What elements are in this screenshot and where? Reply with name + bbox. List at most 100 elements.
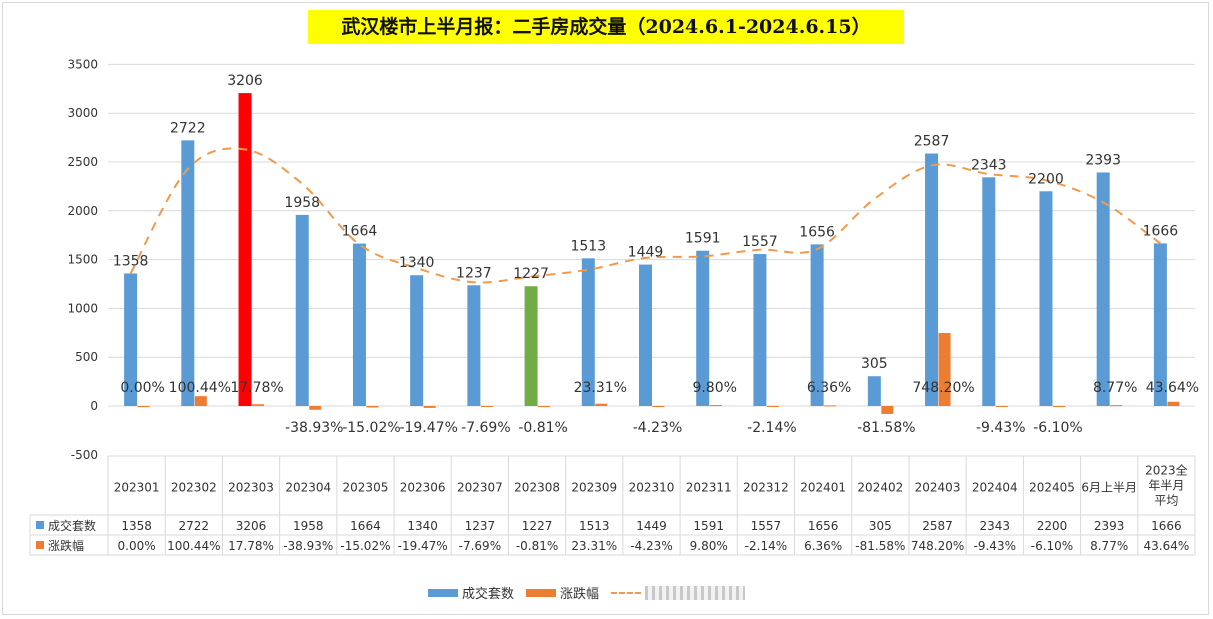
volume-bar: [410, 275, 424, 406]
legend-item-volume: 成交套数: [428, 583, 514, 602]
table-cell-volume: 2393: [1094, 519, 1125, 533]
category-label: 202303: [228, 481, 274, 495]
volume-value-label: 1591: [685, 231, 721, 247]
volume-value-label: 1449: [628, 245, 664, 261]
table-cell-volume: 1513: [579, 519, 610, 533]
volume-value-label: 2393: [1085, 152, 1121, 168]
legend-item-trend: [611, 585, 746, 600]
change-bar: [252, 404, 265, 406]
category-label: 202403: [915, 481, 961, 495]
volume-bar: [238, 93, 252, 407]
volume-value-label: 1227: [513, 266, 549, 282]
legend-swatch-volume: [428, 588, 458, 597]
table-cell-volume: 1449: [636, 519, 667, 533]
table-cell-change: 23.31%: [571, 539, 617, 553]
change-value-label: 748.20%: [912, 380, 974, 396]
volume-bar: [867, 376, 881, 406]
table-cell-change: -2.14%: [745, 539, 787, 553]
category-label: 2023全: [1145, 463, 1188, 478]
legend: 成交套数 涨跌幅: [428, 583, 751, 602]
table-cell-change: 0.00%: [118, 539, 156, 553]
table-cell-volume: 305: [869, 519, 892, 533]
y-tick-label: 500: [75, 350, 98, 364]
table-cell-volume: 1666: [1151, 519, 1182, 533]
volume-bar: [352, 243, 366, 406]
legend-blurred-label: [645, 585, 746, 600]
table-cell-volume: 2587: [922, 519, 953, 533]
y-tick-label: 0: [90, 399, 98, 413]
category-label: 202308: [514, 481, 560, 495]
y-tick-label: 3500: [67, 57, 98, 71]
volume-bar: [810, 244, 824, 406]
category-label: 202401: [800, 481, 846, 495]
row-key-volume: [36, 521, 44, 529]
change-bar: [824, 405, 837, 407]
table-cell-volume: 1340: [407, 519, 438, 533]
volume-value-label: 305: [861, 356, 888, 372]
chart-title: 武汉楼市上半月报：二手房成交量（2024.6.1-2024.6.15）: [308, 10, 904, 44]
volume-bar: [639, 264, 652, 406]
change-value-label: -38.93%: [285, 420, 343, 436]
table-cell-change: 100.44%: [167, 539, 220, 553]
change-bar: [194, 396, 207, 406]
table-cell-volume: 1958: [293, 519, 324, 533]
table-cell-change: 9.80%: [690, 539, 728, 553]
category-label: 202302: [171, 481, 217, 495]
table-cell-volume: 1557: [751, 519, 782, 533]
category-label: 202301: [114, 481, 160, 495]
table-cell-change: 43.64%: [1144, 539, 1190, 553]
volume-bar: [581, 258, 595, 406]
volume-bar: [467, 285, 481, 406]
volume-bar: [524, 286, 538, 406]
change-bar: [595, 403, 608, 406]
row-label-volume: 成交套数: [48, 518, 96, 533]
volume-value-label: 1340: [399, 255, 435, 271]
table-cell-change: -0.81%: [516, 539, 558, 553]
y-tick-label: 2000: [67, 204, 98, 218]
y-tick-label: 2500: [67, 155, 98, 169]
change-bar: [652, 406, 665, 407]
change-value-label: 9.80%: [692, 380, 736, 396]
category-label: 202405: [1029, 481, 1075, 495]
volume-value-label: 1557: [742, 234, 778, 250]
volume-value-label: 2722: [170, 120, 206, 136]
table-cell-change: 748.20%: [911, 539, 964, 553]
category-label: 202309: [571, 481, 617, 495]
volume-value-label: 1358: [113, 253, 149, 269]
category-label: 202310: [629, 481, 675, 495]
table-cell-change: -15.02%: [340, 539, 390, 553]
y-tick-label: 3000: [67, 106, 98, 120]
row-label-change: 涨跌幅: [48, 538, 84, 553]
row-key-change: [36, 541, 44, 549]
volume-value-label: 1237: [456, 265, 492, 281]
change-value-label: 23.31%: [574, 380, 627, 396]
change-bar: [366, 406, 379, 408]
trend-line: [129, 147, 1161, 284]
volume-value-label: 1513: [570, 238, 606, 254]
table-cell-change: -19.47%: [398, 539, 448, 553]
change-value-label: -2.14%: [747, 420, 797, 436]
change-bar: [538, 406, 551, 407]
change-value-label: 43.64%: [1146, 380, 1199, 396]
category-label: 202404: [972, 481, 1018, 495]
table-cell-volume: 1227: [522, 519, 553, 533]
table-cell-change: -9.43%: [974, 539, 1016, 553]
change-bar: [1110, 405, 1123, 407]
change-bar: [881, 406, 894, 414]
change-bar: [995, 406, 1008, 407]
legend-swatch-change: [526, 588, 557, 597]
table-cell-change: -38.93%: [283, 539, 333, 553]
y-tick-label: -500: [71, 448, 98, 462]
volume-bar: [181, 140, 195, 406]
change-value-label: -6.10%: [1033, 420, 1083, 436]
volume-bar: [982, 177, 996, 406]
change-bar: [938, 332, 951, 406]
change-value-label: -19.47%: [399, 420, 457, 436]
category-label: 202304: [285, 481, 331, 495]
legend-swatch-trend: [611, 591, 642, 594]
change-bar: [1167, 401, 1180, 406]
category-label: 6月上半月: [1081, 481, 1137, 495]
change-value-label: -7.69%: [461, 420, 511, 436]
table-cell-change: -6.10%: [1031, 539, 1073, 553]
